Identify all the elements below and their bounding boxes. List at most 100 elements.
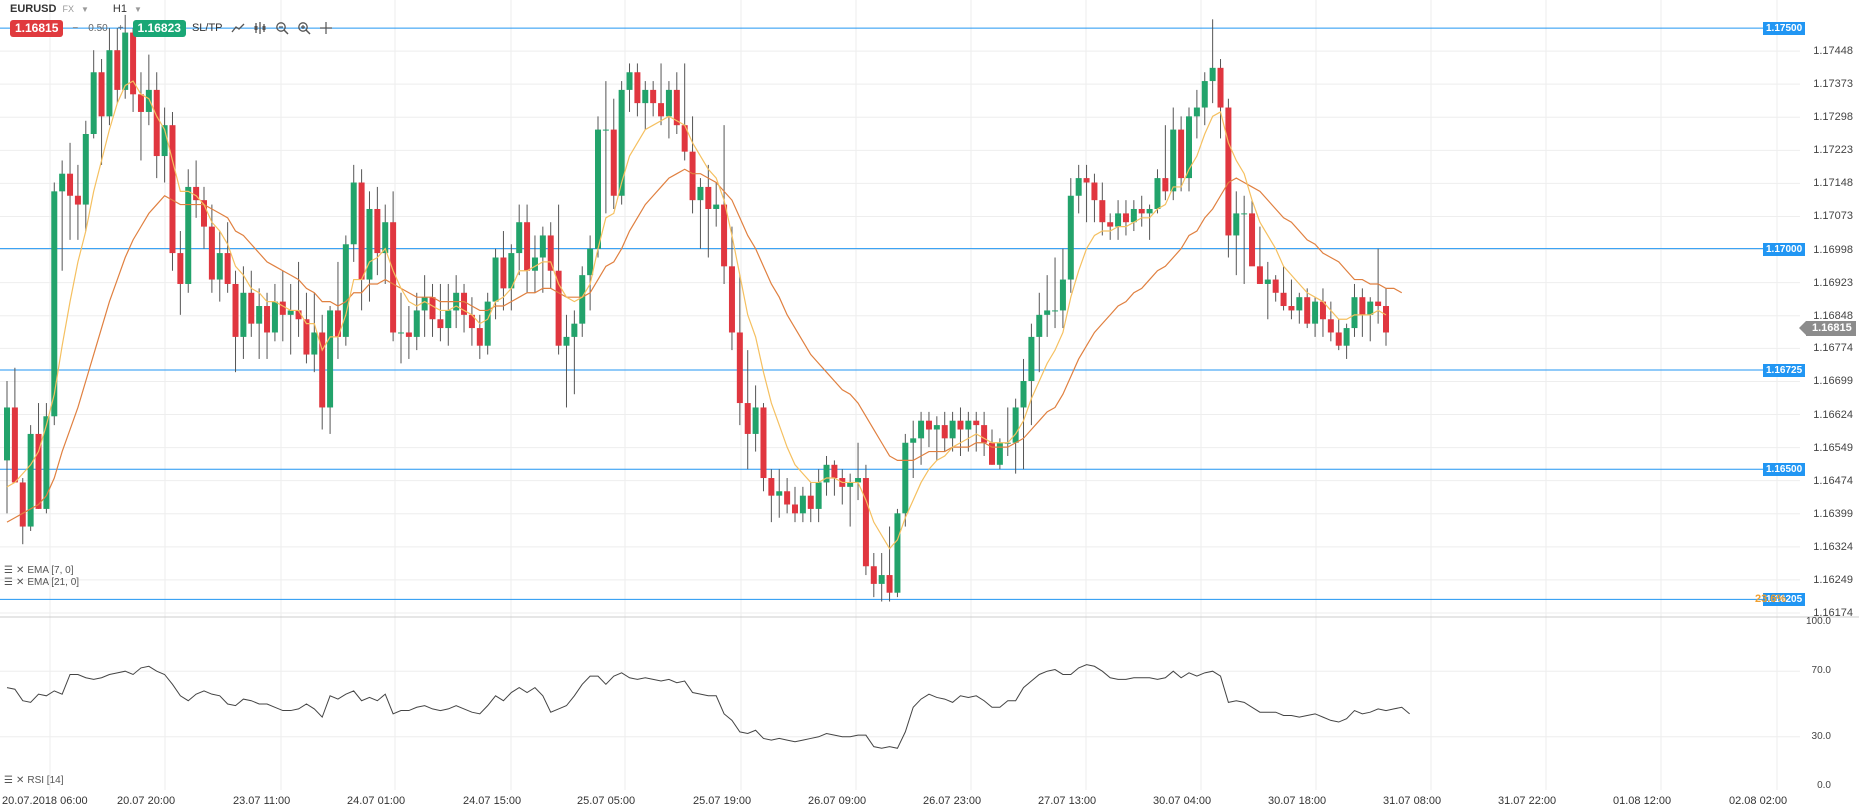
chevron-down-icon[interactable]: ▼	[133, 4, 142, 14]
candle-bull	[145, 89, 152, 112]
zoom-out-icon[interactable]	[275, 21, 289, 35]
price-axis-label: 1.16624	[1813, 408, 1853, 421]
candle-bear	[130, 32, 137, 95]
candle-bear	[792, 504, 798, 514]
candle-bear	[1280, 292, 1287, 307]
candle-bull	[51, 191, 58, 417]
candle-bull	[342, 244, 349, 337]
close-icon[interactable]: ✕	[15, 565, 25, 576]
lot-size-value[interactable]: 0.50	[88, 22, 108, 34]
candle-bear	[177, 253, 184, 284]
price-axis-label: 1.17223	[1813, 144, 1853, 157]
candle-bear	[610, 129, 617, 196]
candle-bull	[492, 257, 499, 302]
sltp-button[interactable]: SL/TP	[191, 22, 223, 34]
candle-bull	[1296, 297, 1303, 311]
menu-icon[interactable]: ☰	[4, 775, 13, 786]
zoom-in-icon[interactable]	[297, 21, 311, 35]
candle-bull	[799, 495, 806, 514]
candle-bull	[161, 125, 168, 157]
candle-bear	[1225, 107, 1232, 236]
candle-bear	[705, 186, 712, 209]
candle-bull	[1209, 67, 1216, 82]
price-axis-label: 1.17148	[1813, 177, 1853, 190]
candle-bear	[807, 495, 814, 509]
crosshair-icon[interactable]	[319, 21, 333, 35]
candle-bear	[728, 266, 735, 333]
buy-button[interactable]: 1.16823	[132, 19, 186, 37]
candle-bull	[587, 248, 594, 276]
candle-bear	[634, 72, 641, 104]
sell-button[interactable]: 1.16815	[10, 19, 64, 37]
price-axis-label: 1.16174	[1813, 607, 1853, 619]
candle-bear	[11, 407, 18, 483]
time-axis-label: 30.07 04:00	[1153, 795, 1212, 807]
price-axis-label: 1.16923	[1813, 276, 1853, 289]
candle-bear	[886, 575, 893, 593]
ema-slow-line	[6, 168, 1403, 523]
legend-ema-fast-label: EMA [7, 0]	[27, 565, 74, 576]
hline-label[interactable]: 1.16725	[1763, 363, 1806, 377]
candle-bear	[295, 310, 302, 320]
price-axis-label: 1.17073	[1813, 210, 1853, 223]
indicators-icon[interactable]	[253, 21, 267, 35]
candle-bear	[689, 151, 696, 201]
candle-bull	[1367, 301, 1374, 315]
candle-bull	[996, 442, 1003, 465]
candle-bull	[43, 416, 50, 509]
candle-bear	[476, 328, 483, 346]
candle-bull	[271, 301, 278, 333]
legend-ema-slow-label: EMA [21, 0]	[27, 577, 80, 588]
lot-increase-button[interactable]: +	[117, 22, 124, 34]
candle-bull	[602, 129, 609, 131]
candle-bull	[27, 433, 34, 527]
price-axis-label: 1.17373	[1813, 78, 1853, 91]
menu-icon[interactable]: ☰	[4, 565, 13, 576]
legend-rsi[interactable]: ☰ ✕ RSI [14]	[4, 775, 64, 786]
candle-bull	[894, 513, 901, 593]
hline-label[interactable]: 1.16500	[1763, 463, 1806, 477]
menu-icon[interactable]: ☰	[4, 577, 13, 588]
candle-bull	[4, 407, 10, 461]
close-icon[interactable]: ✕	[15, 775, 25, 786]
candle-bull	[82, 134, 89, 205]
candle-bull	[579, 275, 586, 324]
candle-bull	[713, 204, 720, 209]
candle-bull	[327, 310, 334, 408]
candle-bull	[1146, 208, 1153, 214]
candle-bull	[878, 575, 885, 584]
candle-bear	[303, 319, 310, 355]
candle-bear	[760, 407, 767, 479]
time-axis-label: 24.07 15:00	[463, 795, 522, 807]
candle-bull	[1028, 336, 1035, 381]
candle-bear	[193, 186, 200, 201]
candle-bear	[390, 222, 397, 333]
legend-ema-fast[interactable]: ☰ ✕ EMA [7, 0]	[4, 565, 74, 576]
legend-ema-slow[interactable]: ☰ ✕ EMA [21, 0]	[4, 577, 79, 588]
hline-label[interactable]: 1.17000	[1763, 242, 1806, 256]
candle-bull	[595, 129, 601, 249]
candle-bull	[366, 208, 373, 280]
close-icon[interactable]: ✕	[15, 577, 25, 588]
fib-label: 23.6%	[1755, 593, 1787, 605]
chart-toolbar: EURUSD FX ▼ H1 ▼ 1.16815 − 0.50 + 1.1682…	[0, 0, 1859, 37]
candle-bear	[1304, 297, 1311, 324]
candle-bear	[784, 491, 791, 505]
candlesticks	[4, 14, 1389, 602]
candle-bull	[933, 425, 940, 430]
candle-bull	[1351, 297, 1358, 329]
candle-bull	[618, 89, 625, 196]
chart-type-icon[interactable]	[231, 21, 245, 35]
hline-label[interactable]: 1.17500	[1763, 22, 1806, 36]
chevron-down-icon[interactable]: ▼	[80, 4, 89, 14]
time-axis-label: 27.07 13:00	[1038, 795, 1097, 807]
current-price-tag: 1.16815	[1799, 321, 1856, 336]
symbol-selector[interactable]: EURUSD	[10, 3, 57, 15]
time-axis-label: 31.07 08:00	[1383, 795, 1442, 807]
timeframe-selector[interactable]: H1	[112, 3, 127, 15]
candle-bear	[925, 420, 932, 430]
lot-decrease-button[interactable]: −	[72, 22, 79, 34]
hline-label[interactable]: 1.16205	[1763, 593, 1806, 607]
candle-bull	[1170, 129, 1177, 192]
